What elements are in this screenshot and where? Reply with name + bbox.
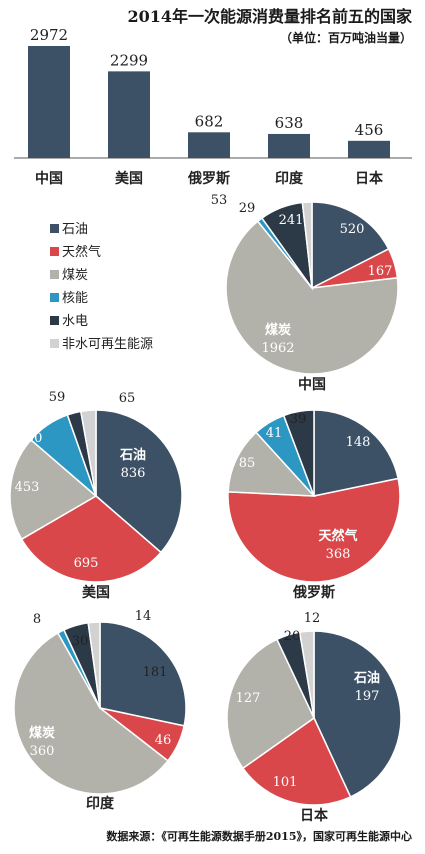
pie-value-label: 368 (326, 547, 351, 562)
pie-slice-name-label: 煤炭 (29, 725, 55, 741)
pie-slice-name-label: 石油 (119, 447, 146, 463)
pie-value-label: 85 (239, 456, 256, 471)
pie-slice (227, 431, 316, 497)
legend-swatch (50, 247, 59, 256)
pie-value-label: 190 (18, 431, 43, 446)
pie-value-label: 53 (211, 193, 228, 208)
bar-category-label: 印度 (275, 170, 304, 187)
pie-country-label: 日本 (300, 807, 329, 824)
pie-value-label: 29 (239, 201, 256, 216)
pie-slice (9, 438, 98, 541)
bar-value-label: 682 (195, 112, 224, 130)
bar-value-label: 638 (275, 114, 304, 132)
pie-value-label: 360 (30, 744, 55, 759)
pie-slice (13, 631, 169, 795)
pie-3: 148 天然气 368 85 41 39 俄罗斯 (227, 409, 401, 601)
pie-slice (282, 409, 315, 497)
legend-label: 水电 (62, 314, 88, 329)
pie-country-label: 印度 (86, 795, 115, 812)
legend-label: 煤炭 (62, 268, 88, 283)
pie-4: 181 46 煤炭 360 8 30 14 印度 (13, 609, 187, 812)
pie-value-label: 30 (72, 634, 89, 649)
pie-slice (241, 716, 352, 806)
pie-2: 石油 836 695 453 190 59 65 美国 (9, 390, 183, 601)
bar-1 (28, 46, 70, 158)
bar-3 (188, 132, 230, 158)
pie-country-label: 俄罗斯 (292, 584, 335, 601)
pie-value-label: 695 (74, 556, 99, 571)
pie-slice (79, 409, 97, 497)
pie-value-label: 241 (279, 213, 304, 228)
legend-swatch (50, 270, 59, 279)
pie-value-label: 46 (155, 733, 172, 748)
pie-1: 520 167 煤炭 1962 29 241 53 中国 (211, 193, 399, 393)
pie-value-label: 14 (135, 609, 152, 624)
pie-slice (311, 201, 390, 290)
legend-label: 非水可再生能源 (62, 337, 153, 352)
pie-slice (301, 201, 313, 289)
pie-country-label: 中国 (298, 376, 326, 393)
bar-value-label: 2972 (30, 26, 68, 44)
pie-country-label: 美国 (82, 584, 110, 601)
pie-slice (298, 630, 315, 719)
pie-value-label: 59 (49, 390, 66, 405)
legend-swatch (50, 293, 59, 302)
pie-value-label: 167 (368, 264, 393, 279)
pie-slice (99, 621, 187, 727)
pie-value-label: 453 (15, 480, 40, 495)
pie-value-label: 8 (33, 612, 41, 627)
pie-value-label: 39 (290, 412, 307, 427)
bar-value-label: 2299 (110, 51, 148, 69)
pie-value-label: 148 (346, 435, 371, 450)
pie-value-label: 65 (119, 391, 136, 406)
bar-category-label: 俄罗斯 (187, 170, 230, 187)
pie-value-label: 12 (304, 611, 321, 626)
legend-label: 石油 (62, 222, 88, 237)
pie-value-label: 520 (340, 222, 365, 237)
bar-category-label: 美国 (115, 170, 143, 187)
pie-slice (87, 621, 101, 709)
pie-slice (226, 638, 315, 770)
legend-swatch (50, 224, 59, 233)
pie-value-label: 181 (143, 665, 168, 680)
bar-category-label: 中国 (35, 170, 63, 187)
pie-value-label: 20 (284, 629, 301, 644)
pie-slice (313, 409, 400, 497)
legend-label: 天然气 (62, 244, 101, 260)
pie-value-label: 836 (121, 466, 146, 481)
pie-slice (95, 409, 183, 554)
pie-value-label: 1962 (261, 341, 294, 356)
pie-value-label: 41 (266, 426, 283, 441)
bar-5 (348, 140, 390, 158)
pie-slice (20, 495, 162, 583)
bar-2 (108, 71, 150, 158)
pie-slice-name-label: 石油 (353, 670, 380, 686)
chart-subtitle: （单位：百万吨油当量） (280, 30, 412, 45)
pie-slice-name-label: 煤炭 (265, 322, 291, 338)
bar-category-label: 日本 (355, 170, 384, 187)
legend-swatch (50, 316, 59, 325)
pie-slice-name-label: 天然气 (318, 528, 357, 544)
bar-chart: 2972 中国 2299 美国 682 俄罗斯 638 印度 456 日本 (14, 26, 412, 187)
pie-value-label: 101 (273, 775, 298, 790)
pie-value-label: 197 (355, 689, 380, 704)
legend-swatch (50, 339, 59, 348)
pie-slice (225, 220, 399, 375)
pie-value-label: 127 (236, 691, 261, 706)
chart-title: 2014年一次能源消费量排名前五的国家 (127, 7, 413, 26)
pie-slice (313, 630, 402, 798)
legend-label: 核能 (62, 291, 88, 306)
bar-value-label: 456 (355, 121, 384, 139)
source-note: 数据来源：《可再生能源数据手册2015》，国家可再生能源中心 (106, 829, 412, 843)
bar-4 (268, 133, 310, 158)
pie-slice (227, 477, 401, 583)
